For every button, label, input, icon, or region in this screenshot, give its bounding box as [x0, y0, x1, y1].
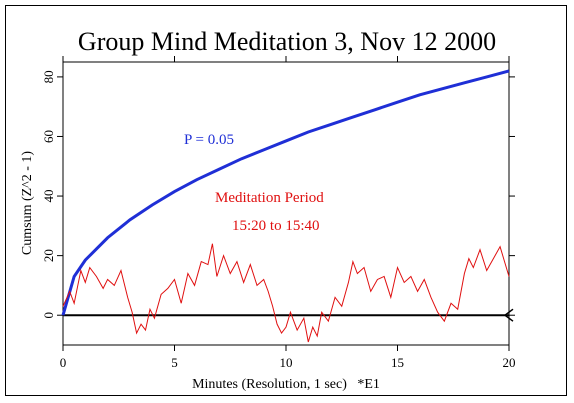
x-tick-label: 5 [171, 355, 178, 370]
p-005-curve [61, 69, 510, 316]
chart-frame [5, 5, 567, 396]
x-tick-label: 15 [391, 355, 404, 370]
axis-ticks: 0 5 10 15 20 0 20 40 60 80 [41, 56, 516, 370]
cumsum-series-line [62, 243, 510, 343]
x-tick-label: 10 [280, 355, 293, 370]
x-tick-label: 20 [503, 355, 516, 370]
y-tick-label: 0 [41, 312, 56, 319]
y-axis-label: Cumsum (Z^2 - 1) [20, 151, 35, 256]
y-tick-label: 40 [41, 190, 56, 203]
meditation-period-label: Meditation Period [215, 190, 324, 206]
chart-title: Group Mind Meditation 3, Nov 12 2000 [78, 27, 496, 56]
x-axis-label: Minutes (Resolution, 1 sec) *E1 [192, 377, 380, 392]
meditation-period-time: 15:20 to 15:40 [232, 218, 320, 234]
y-tick-label: 20 [41, 249, 56, 262]
p-value-label: P = 0.05 [184, 132, 234, 148]
x-tick-label: 0 [60, 355, 67, 370]
y-tick-label: 80 [41, 70, 56, 83]
baseline-end-marker [503, 308, 514, 322]
y-tick-label: 60 [41, 130, 56, 143]
